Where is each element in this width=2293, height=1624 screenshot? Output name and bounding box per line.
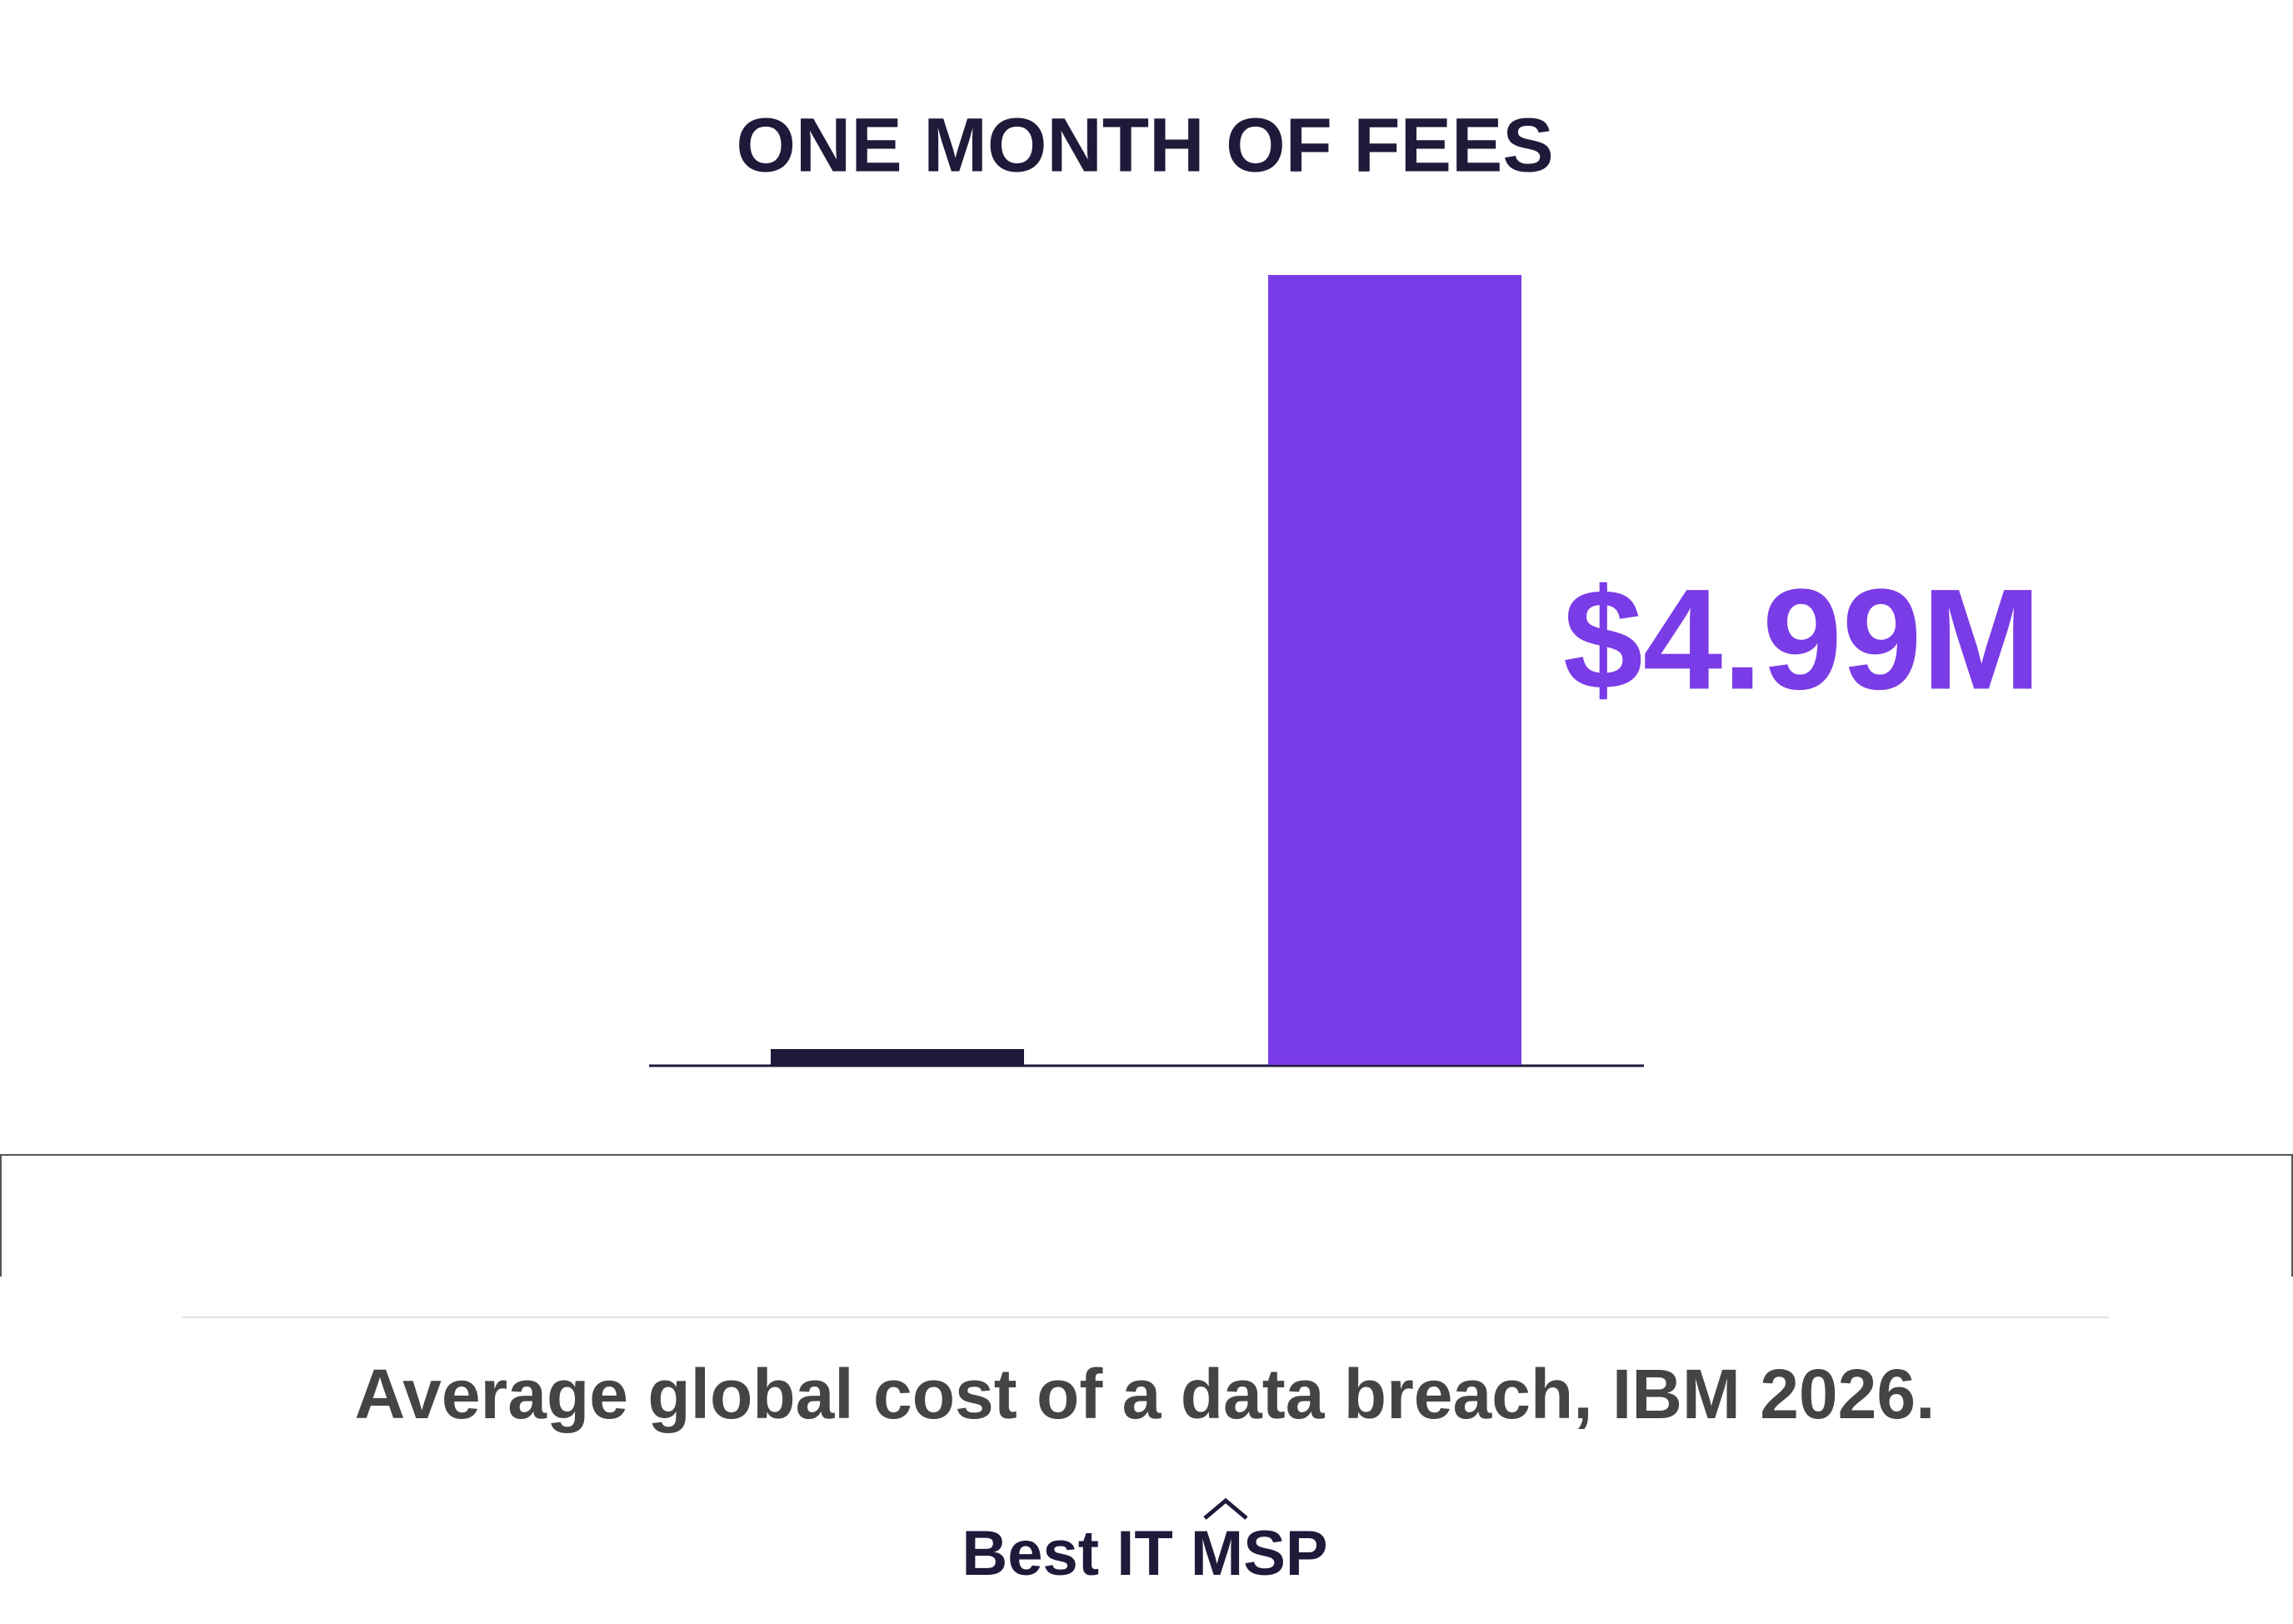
note: Average global cost of a data breach, IB… xyxy=(355,1355,1936,1433)
bar xyxy=(1268,275,1521,1065)
value-label: $4.99M xyxy=(1563,559,2041,719)
chart-title: ONE MONTH OF FEES xyxy=(736,102,1553,187)
brand: Best IT MSP xyxy=(962,1518,1327,1589)
bar xyxy=(771,1049,1024,1065)
frame-line xyxy=(0,1154,2293,1277)
brand-caret xyxy=(1203,1497,1248,1520)
